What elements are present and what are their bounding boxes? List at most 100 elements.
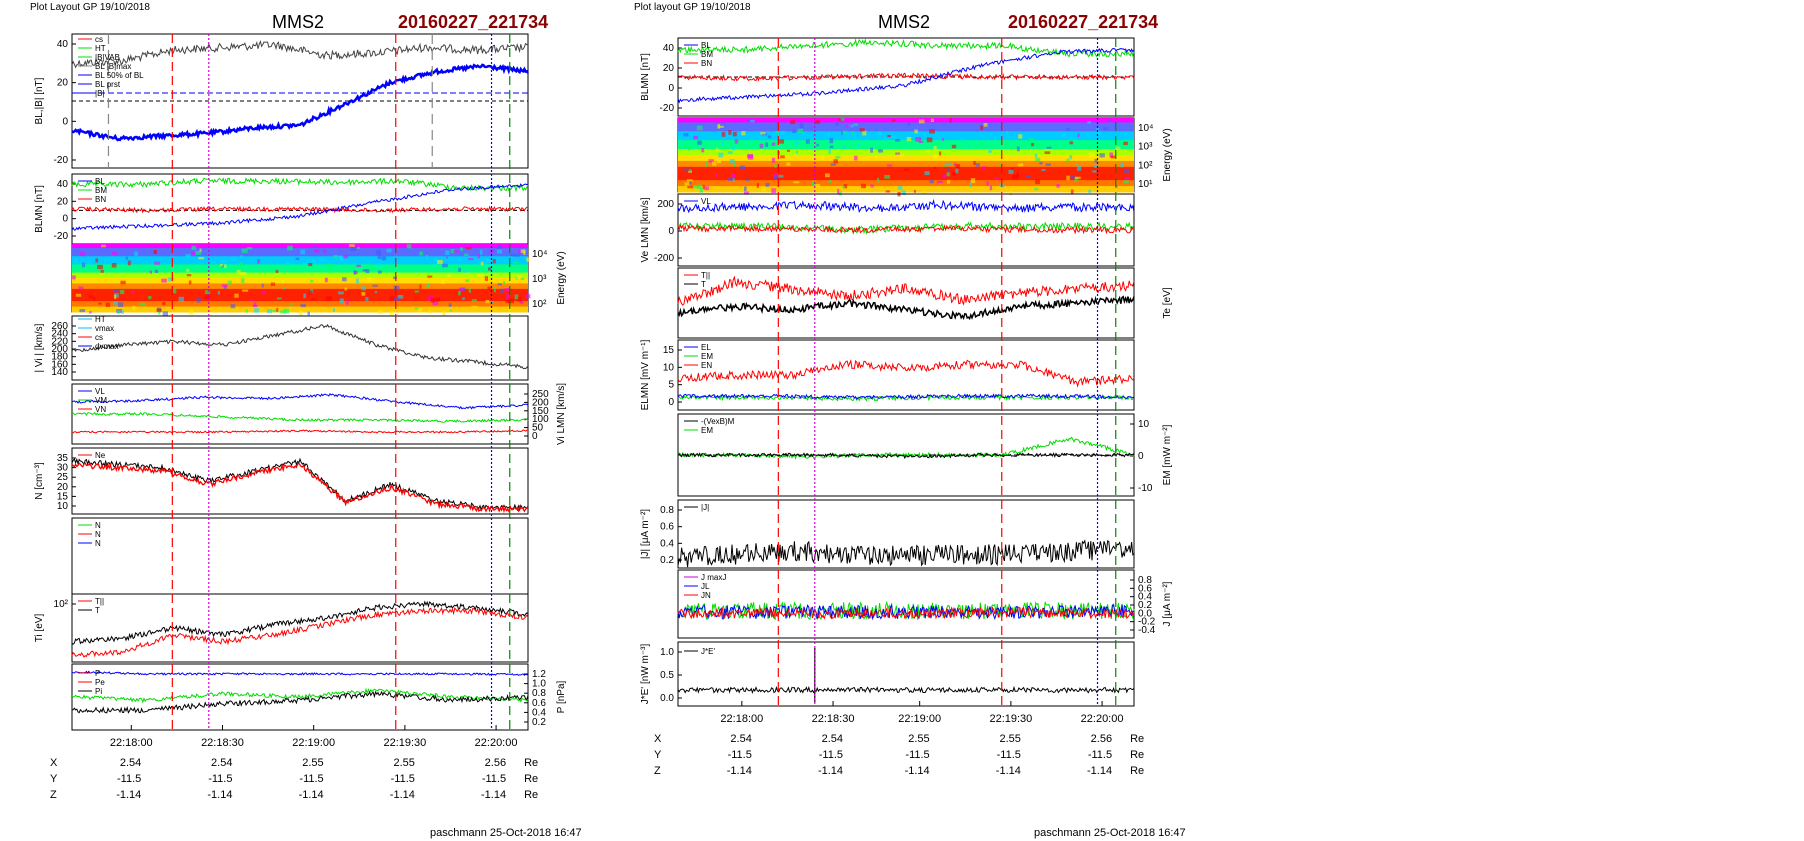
spectrogram-speckle bbox=[299, 310, 303, 316]
y-tick-label: 0 bbox=[62, 214, 68, 225]
spectrogram-speckle bbox=[333, 255, 338, 259]
spectrogram-speckle bbox=[282, 287, 286, 290]
spectrogram-speckle bbox=[829, 145, 834, 149]
spectrogram-speckle bbox=[727, 177, 734, 181]
y-axis-label: J*E' [nW m⁻³] bbox=[640, 644, 651, 705]
legend-te-label: T|| bbox=[701, 271, 710, 280]
spectrogram-speckle bbox=[1066, 158, 1070, 162]
spectrogram-speckle bbox=[353, 270, 356, 275]
spectrogram-speckle bbox=[361, 292, 366, 296]
spectrogram-speckle bbox=[246, 247, 253, 250]
spectrogram-band bbox=[72, 278, 528, 284]
spectrogram-speckle bbox=[261, 290, 267, 295]
spectrogram-speckle bbox=[429, 310, 432, 314]
spectrogram-speckle bbox=[718, 152, 724, 158]
spectrogram-band bbox=[72, 306, 528, 313]
legend-blmn-label: BN bbox=[95, 195, 106, 204]
legend-bl-label: HT bbox=[95, 44, 106, 53]
spectrogram-band bbox=[678, 180, 1134, 187]
coord-value: -11.5 bbox=[1088, 749, 1112, 761]
ion-spectrogram bbox=[72, 244, 531, 317]
spectrogram-speckle bbox=[816, 143, 819, 147]
panel-frame bbox=[71, 593, 529, 663]
spectrogram-speckle bbox=[75, 293, 82, 297]
y-axis-label-right: J [μA m⁻²] bbox=[1162, 581, 1173, 626]
spectrogram-speckle bbox=[339, 298, 344, 304]
y-tick-label: 25 bbox=[57, 472, 69, 483]
spectrogram-speckle bbox=[775, 130, 779, 134]
y-tick-label: 10² bbox=[54, 599, 69, 610]
y-right-tick-label: 1.0 bbox=[532, 679, 546, 690]
spectrogram-speckle bbox=[113, 294, 117, 299]
spectrogram-speckle bbox=[969, 182, 973, 188]
y-right-tick-label: 10³ bbox=[532, 274, 547, 285]
spectrogram-speckle bbox=[285, 261, 290, 266]
spectrogram-speckle bbox=[1069, 155, 1073, 160]
spectrogram-speckle bbox=[427, 275, 433, 278]
spectrogram-speckle bbox=[686, 179, 693, 182]
spectrogram-speckle bbox=[191, 245, 197, 250]
legend-vi-label: HT bbox=[95, 315, 106, 324]
spectrogram-speckle bbox=[281, 279, 285, 283]
spectrogram-speckle bbox=[721, 132, 726, 137]
y-right-tick-label: 0.4 bbox=[1138, 592, 1152, 603]
spectrogram-speckle bbox=[790, 119, 796, 125]
spectrogram-speckle bbox=[853, 123, 859, 126]
coord-value: -11.5 bbox=[299, 773, 323, 785]
spectrogram-speckle bbox=[887, 164, 893, 167]
spectrogram-speckle bbox=[440, 279, 445, 284]
spectrogram-speckle bbox=[828, 148, 831, 154]
series-JN bbox=[677, 606, 1135, 621]
spectrogram-speckle bbox=[830, 163, 837, 166]
coord-row-label: Y bbox=[50, 773, 58, 785]
legend-ve-label: VL bbox=[701, 197, 711, 206]
spectrogram-speckle bbox=[332, 308, 335, 313]
y-tick-label: 0 bbox=[668, 83, 674, 94]
legend-vilmn-label: VL bbox=[95, 387, 105, 396]
spectrogram-speckle bbox=[915, 137, 922, 142]
spectrogram-speckle bbox=[1123, 180, 1129, 184]
spectrogram-speckle bbox=[814, 183, 820, 188]
series-JE bbox=[677, 685, 1135, 695]
spectrogram-speckle bbox=[275, 270, 279, 274]
spectrogram-speckle bbox=[943, 164, 947, 167]
spectrogram-speckle bbox=[1074, 177, 1079, 182]
spectrogram-speckle bbox=[465, 246, 472, 250]
panel-frame bbox=[677, 339, 1135, 411]
spectrogram-speckle bbox=[903, 168, 910, 171]
spectrogram-speckle bbox=[79, 252, 86, 257]
legend-ti-label: T bbox=[95, 606, 100, 615]
spectrogram-speckle bbox=[257, 259, 261, 264]
spectrogram-speckle bbox=[525, 294, 531, 299]
spectrogram-speckle bbox=[419, 251, 424, 256]
coord-row-label: Z bbox=[50, 789, 57, 801]
spectrogram-speckle bbox=[987, 150, 992, 153]
spectrogram-speckle bbox=[933, 145, 937, 151]
panel-frame bbox=[677, 193, 1135, 267]
spectrogram-speckle bbox=[381, 256, 387, 261]
spectrogram-speckle bbox=[73, 259, 78, 263]
y-right-tick-label: 0.2 bbox=[532, 717, 546, 728]
y-right-tick-label: 10³ bbox=[1138, 142, 1153, 153]
coord-row-label: X bbox=[50, 757, 58, 769]
series-Pi bbox=[71, 690, 529, 714]
y-tick-label: 0.2 bbox=[660, 555, 674, 566]
y-right-tick-label: 10¹ bbox=[1138, 179, 1153, 190]
y-axis-label-right: Energy (eV) bbox=[1162, 128, 1173, 181]
spectrogram-speckle bbox=[185, 253, 191, 258]
spectrogram-speckle bbox=[117, 310, 120, 314]
legend-vilmn-label: VM bbox=[95, 396, 107, 405]
series-Tpar bbox=[677, 275, 1135, 306]
x-tick-label: 22:18:30 bbox=[201, 737, 244, 749]
spectrogram-speckle bbox=[508, 298, 515, 304]
spectrogram-speckle bbox=[739, 165, 746, 170]
spectrogram-speckle bbox=[870, 147, 874, 153]
spectrogram-speckle bbox=[696, 125, 703, 131]
spectrogram-speckle bbox=[1031, 142, 1035, 147]
y-right-tick-label: 0.2 bbox=[1138, 600, 1152, 611]
spectrogram-speckle bbox=[973, 160, 976, 166]
y-right-tick-label: 0.8 bbox=[1138, 575, 1152, 586]
spectrogram-speckle bbox=[224, 285, 227, 289]
y-right-tick-label: 0.8 bbox=[532, 688, 546, 699]
panel-frame bbox=[677, 569, 1135, 639]
